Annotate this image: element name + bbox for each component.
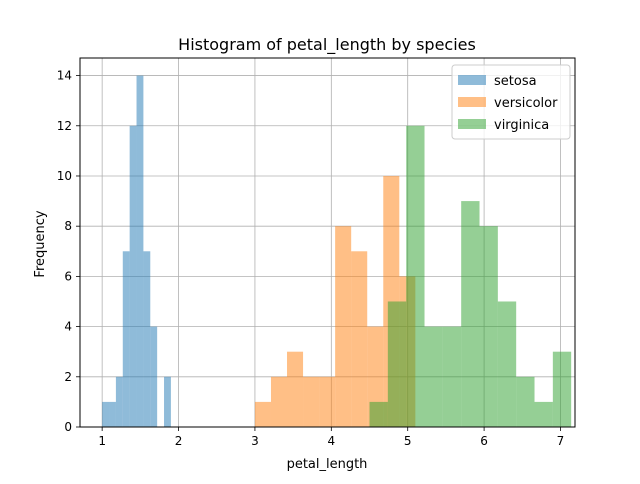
y-axis-label: Frequency — [33, 210, 48, 277]
axes-frame — [79, 57, 576, 428]
x-axis-label: petal_length — [287, 457, 368, 472]
bar-virginica — [424, 326, 443, 427]
bar-virginica — [461, 201, 480, 427]
chart-title: Histogram of petal_length by species — [178, 35, 476, 55]
x-tick-label: 1 — [98, 434, 106, 448]
legend: setosa versicolor virginica — [451, 64, 571, 140]
x-tick-label: 2 — [175, 434, 183, 448]
bar-versicolor — [270, 376, 288, 427]
y-tick-label: 8 — [64, 219, 72, 233]
legend-label-virginica: virginica — [494, 118, 549, 133]
legend-swatch-setosa — [458, 75, 486, 85]
x-tick-label: 3 — [251, 434, 259, 448]
bar-versicolor — [287, 351, 304, 427]
bar-virginica — [497, 301, 517, 427]
bar-versicolor — [303, 376, 320, 427]
bar-virginica — [387, 301, 407, 427]
legend-swatch-virginica — [458, 119, 486, 129]
bar-virginica — [516, 376, 535, 427]
bar-setosa — [115, 376, 123, 427]
bar-setosa — [109, 401, 116, 427]
y-tick-label: 2 — [64, 370, 72, 384]
x-tick-label: 7 — [557, 434, 565, 448]
y-tick-label: 4 — [64, 320, 72, 334]
y-tick-label: 14 — [57, 69, 72, 83]
bar-virginica — [369, 401, 388, 427]
legend-swatch-versicolor — [458, 97, 486, 107]
bar-setosa — [143, 251, 151, 427]
bar-virginica — [442, 326, 462, 427]
y-tick-label: 0 — [64, 420, 72, 434]
bar-versicolor — [335, 226, 352, 427]
x-tick-label: 5 — [404, 434, 412, 448]
bar-setosa — [129, 125, 137, 427]
legend-label-setosa: setosa — [494, 74, 537, 89]
legend-label-versicolor: versicolor — [494, 96, 558, 111]
bar-setosa — [122, 251, 130, 427]
bar-virginica — [552, 351, 572, 427]
bar-virginica — [534, 401, 553, 427]
y-tick-label: 6 — [64, 269, 72, 283]
x-tick-label: 6 — [480, 434, 488, 448]
bar-versicolor — [254, 401, 271, 427]
bar-setosa — [102, 401, 110, 427]
y-tick-label: 12 — [57, 119, 72, 133]
x-tick-label: 4 — [327, 434, 335, 448]
bar-versicolor — [351, 251, 368, 427]
bar-virginica — [406, 125, 425, 427]
bar-versicolor — [319, 376, 336, 427]
bar-setosa — [136, 75, 144, 428]
bar-virginica — [479, 226, 498, 427]
bar-setosa — [150, 326, 158, 427]
y-tick-label: 10 — [57, 169, 72, 183]
bars — [102, 75, 572, 428]
bar-setosa — [164, 376, 171, 427]
